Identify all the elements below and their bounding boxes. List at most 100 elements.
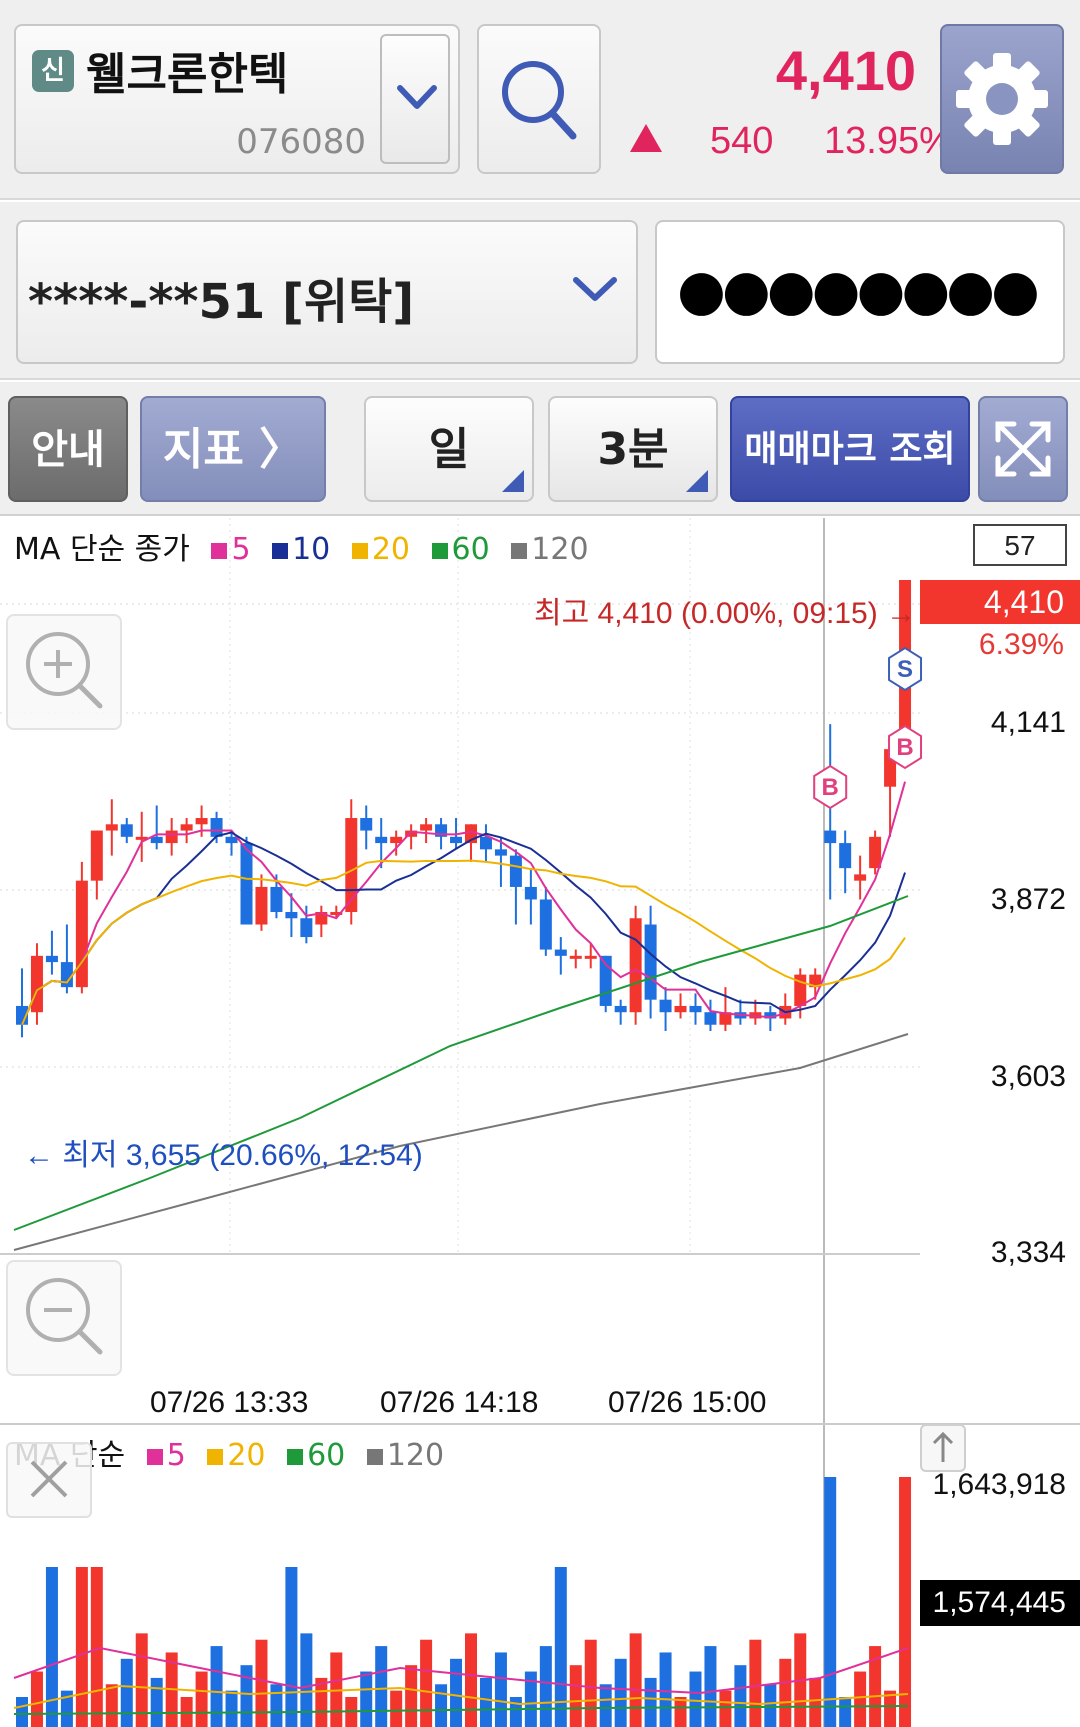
candle-body [629,918,642,1013]
volume-bar [614,1658,627,1727]
move-up-button[interactable] [920,1424,966,1472]
ma-line-60 [13,895,909,1231]
search-button[interactable] [477,24,601,174]
stock-selector[interactable]: 신 웰크론한텍 076080 [14,24,460,174]
candle-body [135,836,148,840]
volume-bar [599,1684,612,1727]
legend-swatch [211,542,228,559]
legend-swatch [146,1448,163,1465]
period-label: 일 [428,424,470,475]
candle-body [644,924,657,1000]
interval-selector[interactable]: 3분 [548,396,718,502]
candle-body [150,836,163,844]
volume-bar [494,1652,507,1727]
candle-body [300,918,313,938]
volume-bar [255,1639,268,1727]
settings-button[interactable] [940,24,1064,174]
candle-body [854,874,867,881]
volume-bar [674,1697,687,1727]
candle-body [554,949,567,956]
candle-body [494,849,507,856]
corner-triangle-icon [502,470,524,492]
candle-body [90,830,103,881]
zoom-in-button[interactable] [6,614,122,730]
ma-line-5 [21,781,906,1026]
volume-bar [524,1671,537,1727]
candle-body [360,818,373,831]
candle-body [524,886,537,900]
volume-bar [539,1646,552,1727]
legend-swatch [272,542,289,559]
account-row: ****-**51 [위탁] ●●●●●●●● [0,202,1080,380]
account-number: ****-**51 [위탁] [28,274,415,330]
candle-body [270,886,283,912]
volume-max-label: 1,643,918 [932,1468,1066,1501]
x-tick-label: 07/26 14:18 [380,1386,539,1419]
volume-bar [390,1690,403,1727]
trade-mark-label: B [896,734,913,761]
volume-bar [45,1567,58,1727]
stock-name: 웰크론한텍 [86,49,289,100]
volume-ma-line-60 [13,1705,909,1715]
legend-vma20: 20 [227,1438,266,1473]
trade-mark-badge [888,724,923,770]
candlestick-chart[interactable]: B S B [0,518,1080,1727]
volume-bar [734,1665,747,1727]
candle-body [60,962,73,988]
legend-swatch [207,1448,224,1465]
candle-body [719,1012,732,1025]
interval-label: 3분 [597,424,669,475]
password-field[interactable]: ●●●●●●●● [655,220,1065,364]
legend-vma5: 5 [166,1438,186,1473]
volume-bar [719,1690,732,1727]
volume-bar [584,1639,597,1727]
y-tick-label: 3,334 [990,1236,1066,1269]
volume-bar [509,1697,522,1727]
candle-body [584,955,597,959]
y-tick-label: 4,141 [990,706,1066,739]
candle-body [45,955,58,963]
volume-bar [465,1633,477,1727]
y-tick-label: 3,603 [990,1060,1066,1093]
chart-area[interactable]: B S B MA 단순 종가 5 10 20 60 120 57 4,410 6.3… [0,518,1080,1727]
volume-bar [30,1671,43,1727]
x-tick-label: 07/26 15:00 [608,1386,767,1419]
arrow-up-icon [932,1431,954,1462]
volume-bar [240,1665,253,1727]
stock-dropdown-button[interactable] [380,34,450,164]
candle-body [195,818,208,825]
info-button[interactable]: 안내 [8,396,128,502]
volume-bar [300,1633,313,1727]
last-price-tag: 4,410 [920,580,1080,624]
close-volume-button[interactable] [6,1442,92,1518]
legend-ma20: 20 [371,532,410,567]
legend-swatch [511,542,528,559]
zoom-in-icon [26,632,103,709]
volume-bar [150,1677,163,1727]
candle-body [869,836,882,869]
fullscreen-button[interactable] [978,396,1068,502]
volume-bar [60,1690,73,1727]
volume-bar [195,1671,208,1727]
trade-mark-badge [813,764,848,810]
current-price: 4,410 [775,39,916,102]
low-price-note: ← 최저 3,655 (20.66%, 12:54) [24,1139,423,1172]
search-icon [502,61,577,140]
candle-body [285,911,298,919]
indicator-button[interactable]: 지표 〉 [140,396,326,502]
volume-bar [210,1646,223,1727]
volume-bar [884,1690,897,1727]
volume-bar [90,1567,103,1727]
candle-body [30,955,43,1013]
account-selector[interactable]: ****-**51 [위탁] [16,220,638,364]
high-price-note: 최고 4,410 (0.00%, 09:15) → [534,597,917,630]
candle-body [165,830,178,844]
volume-bar [554,1567,567,1727]
candle-body [105,824,118,831]
zoom-out-button[interactable] [6,1260,122,1376]
gear-icon [956,53,1048,145]
price-change-percent: 13.95% [824,120,953,162]
trade-mark-button[interactable]: 매매마크 조회 [730,396,970,502]
period-selector[interactable]: 일 [364,396,534,502]
candle-count[interactable]: 57 [973,524,1067,566]
